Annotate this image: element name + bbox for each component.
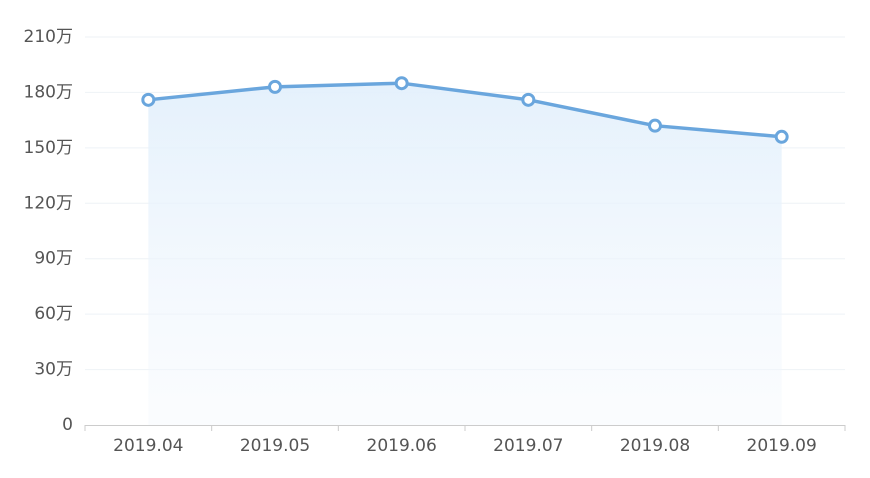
- point: [141, 92, 156, 107]
- point: [521, 92, 536, 107]
- y-tick-label: 90万: [34, 249, 73, 269]
- point: [268, 79, 282, 94]
- point: [774, 129, 789, 144]
- x-tick-label: 2019.06: [367, 436, 437, 456]
- y-tick-label: 120万: [24, 193, 73, 213]
- point: [648, 118, 662, 133]
- x-tick-label: 2019.05: [240, 436, 310, 456]
- point: [394, 76, 409, 91]
- x-tick-label: 2019.09: [747, 436, 817, 456]
- y-tick-label: 180万: [24, 82, 73, 102]
- y-tick-label: 150万: [24, 138, 73, 158]
- y-tick-label: 0: [62, 415, 73, 435]
- y-tick-label: 30万: [34, 360, 73, 380]
- area: [148, 83, 782, 425]
- y-tick-label: 210万: [24, 27, 73, 47]
- x-tick-label: 2019.07: [493, 436, 563, 456]
- x-tick-label: 2019.08: [620, 436, 690, 456]
- y-tick-label: 60万: [34, 304, 73, 324]
- x-tick-label: 2019.04: [113, 436, 183, 456]
- line: [148, 81, 782, 139]
